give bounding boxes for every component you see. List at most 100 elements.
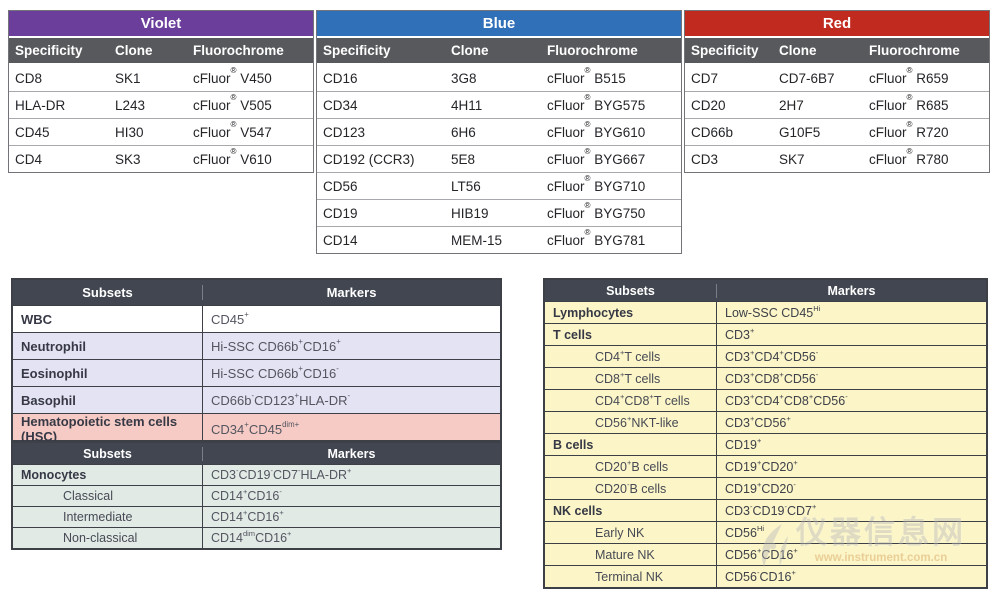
column-header-subsets: Subsets	[13, 285, 203, 300]
subset-table-row: Non-classical CD14 dim CD16 +	[13, 527, 500, 548]
fluorochrome-table-row: CD8 SK1 cFluor® V450	[9, 65, 313, 92]
markers-cell: CD19 +	[725, 435, 762, 452]
specificity-cell: CD123	[323, 124, 366, 140]
specificity-cell: CD192 (CCR3)	[323, 151, 415, 167]
panel-blue-title: Blue	[317, 11, 681, 38]
subset-table-row: Monocytes CD3- CD19- CD7- HLA-DR +	[13, 464, 500, 485]
clone-cell: 4H11	[451, 97, 483, 113]
subset-cell: Intermediate	[13, 507, 203, 527]
subset-cell: Eosinophil	[13, 360, 203, 386]
fluorochrome-table-row: CD45 HI30 cFluor® V547	[9, 119, 313, 146]
fluorochrome-cell: cFluor® BYG575	[547, 92, 646, 113]
fluorochrome-cell: cFluor® BYG781	[547, 227, 646, 248]
subset-cell: Non-classical	[13, 528, 203, 548]
panel-red-title: Red	[685, 11, 989, 38]
subset-cell: T cells	[545, 324, 717, 345]
fluorochrome-table-row: CD192 (CCR3) 5E8 cFluor® BYG667	[317, 146, 681, 173]
markers-cell: Hi-SSC CD66b + CD16 +	[211, 337, 341, 354]
subset-table-row: B cells CD19 +	[545, 433, 986, 455]
fluorochrome-cell: cFluor® V610	[193, 146, 272, 167]
subset-cell: NK cells	[545, 500, 717, 521]
specificity-cell: CD8	[15, 70, 43, 86]
subset-table-row: T cells CD3 +	[545, 323, 986, 345]
subset-cell: Lymphocytes	[545, 302, 717, 323]
markers-cell: CD14 + CD16-	[211, 487, 282, 503]
column-header-specificity: Specificity	[323, 43, 391, 58]
fluorochrome-cell: cFluor® R659	[869, 65, 949, 86]
clone-cell: MEM-15	[451, 232, 503, 248]
specificity-cell: CD3	[691, 151, 719, 167]
column-header-fluorochrome: Fluorochrome	[547, 43, 638, 58]
fluorochrome-cell: cFluor® BYG710	[547, 173, 646, 194]
column-header-clone: Clone	[451, 43, 489, 58]
markers-cell: CD3- CD19- CD7 +	[725, 501, 817, 518]
subset-table-wbc-header: Subsets Markers	[13, 280, 500, 305]
column-header-markers: Markers	[827, 283, 876, 298]
clone-cell: 2H7	[779, 97, 804, 113]
subset-cell: CD56 + NKT-like	[545, 412, 717, 433]
clone-cell: CD7-6B7	[779, 70, 835, 86]
column-header-fluorochrome: Fluorochrome	[869, 43, 960, 58]
markers-cell: CD45 +	[211, 310, 249, 327]
clone-cell: L243	[115, 97, 146, 113]
subset-table-monocytes-header: Subsets Markers	[13, 443, 500, 464]
column-header-clone: Clone	[779, 43, 817, 58]
subset-table-row: CD4 + CD8 + T cells CD3 + CD4 + CD8 + CD56-	[545, 389, 986, 411]
specificity-cell: HLA-DR	[15, 97, 66, 113]
markers-cell: CD3 + CD4 + CD8 + CD56-	[725, 391, 848, 408]
fluorochrome-table-row: CD14 MEM-15 cFluor® BYG781	[317, 227, 681, 253]
clone-cell: HIB19	[451, 205, 489, 221]
markers-cell: CD56 Hi	[725, 523, 765, 540]
subset-table-row: Early NK CD56 Hi	[545, 521, 986, 543]
fluorochrome-table-row: CD20 2H7 cFluor® R685	[685, 92, 989, 119]
specificity-cell: CD16	[323, 70, 358, 86]
specificity-cell: CD56	[323, 178, 358, 194]
subset-cell: Early NK	[545, 522, 717, 543]
specificity-cell: CD14	[323, 232, 358, 248]
fluorochrome-cell: cFluor® BYG610	[547, 119, 646, 140]
markers-cell: CD56- CD16 +	[725, 567, 796, 584]
column-header-specificity: Specificity	[691, 43, 759, 58]
panel-blue-column-headers: Specificity Clone Fluorochrome	[317, 38, 681, 65]
fluorochrome-cell: cFluor® B515	[547, 65, 626, 86]
column-header-subsets: Subsets	[545, 283, 717, 298]
subset-table-row: CD20 + B cells CD19 + CD20 +	[545, 455, 986, 477]
subset-table-lymphocytes: Subsets Markers Lymphocytes Low-SSC CD45…	[543, 278, 988, 589]
subset-cell: CD20- B cells	[545, 478, 717, 499]
fluorochrome-cell: cFluor® V505	[193, 92, 272, 113]
specificity-cell: CD20	[691, 97, 726, 113]
fluorochrome-table-row: CD56 LT56 cFluor® BYG710	[317, 173, 681, 200]
markers-cell: CD19 + CD20 +	[725, 457, 798, 474]
markers-cell: CD3 +	[725, 325, 755, 342]
subset-cell: Terminal NK	[545, 566, 717, 587]
subset-table-row: WBC CD45 +	[13, 305, 500, 332]
column-header-fluorochrome: Fluorochrome	[193, 43, 284, 58]
column-header-markers: Markers	[327, 446, 376, 461]
column-header-specificity: Specificity	[15, 43, 83, 58]
subset-cell: CD8 + T cells	[545, 368, 717, 389]
fluorochrome-cell: cFluor® BYG750	[547, 200, 646, 221]
subset-table-row: Intermediate CD14 + CD16 +	[13, 506, 500, 527]
panel-red: Red Specificity Clone Fluorochrome CD7 C…	[684, 10, 990, 173]
subset-table-row: Mature NK CD56 + CD16 +	[545, 543, 986, 565]
fluorochrome-cell: cFluor® BYG667	[547, 146, 646, 167]
panel-red-column-headers: Specificity Clone Fluorochrome	[685, 38, 989, 65]
subset-table-row: Hematopoietic stem cells (HSC) CD34 + CD4…	[13, 413, 500, 444]
subset-cell: Mature NK	[545, 544, 717, 565]
specificity-cell: CD45	[15, 124, 50, 140]
subset-cell: B cells	[545, 434, 717, 455]
panel-violet-title: Violet	[9, 11, 313, 38]
subset-cell: Classical	[13, 486, 203, 506]
specificity-cell: CD66b	[691, 124, 734, 140]
clone-cell: SK7	[779, 151, 805, 167]
subset-table-row: CD4 + T cells CD3 + CD4 + CD56-	[545, 345, 986, 367]
panel-violet: Violet Specificity Clone Fluorochrome CD…	[8, 10, 314, 173]
fluorochrome-table-row: CD3 SK7 cFluor® R780	[685, 146, 989, 172]
fluorochrome-table-row: CD19 HIB19 cFluor® BYG750	[317, 200, 681, 227]
clone-cell: 6H6	[451, 124, 476, 140]
clone-cell: 5E8	[451, 151, 476, 167]
column-header-subsets: Subsets	[13, 446, 203, 461]
fluorochrome-table-row: CD4 SK3 cFluor® V610	[9, 146, 313, 172]
subset-table-row: Classical CD14 + CD16-	[13, 485, 500, 506]
clone-cell: SK3	[115, 151, 141, 167]
